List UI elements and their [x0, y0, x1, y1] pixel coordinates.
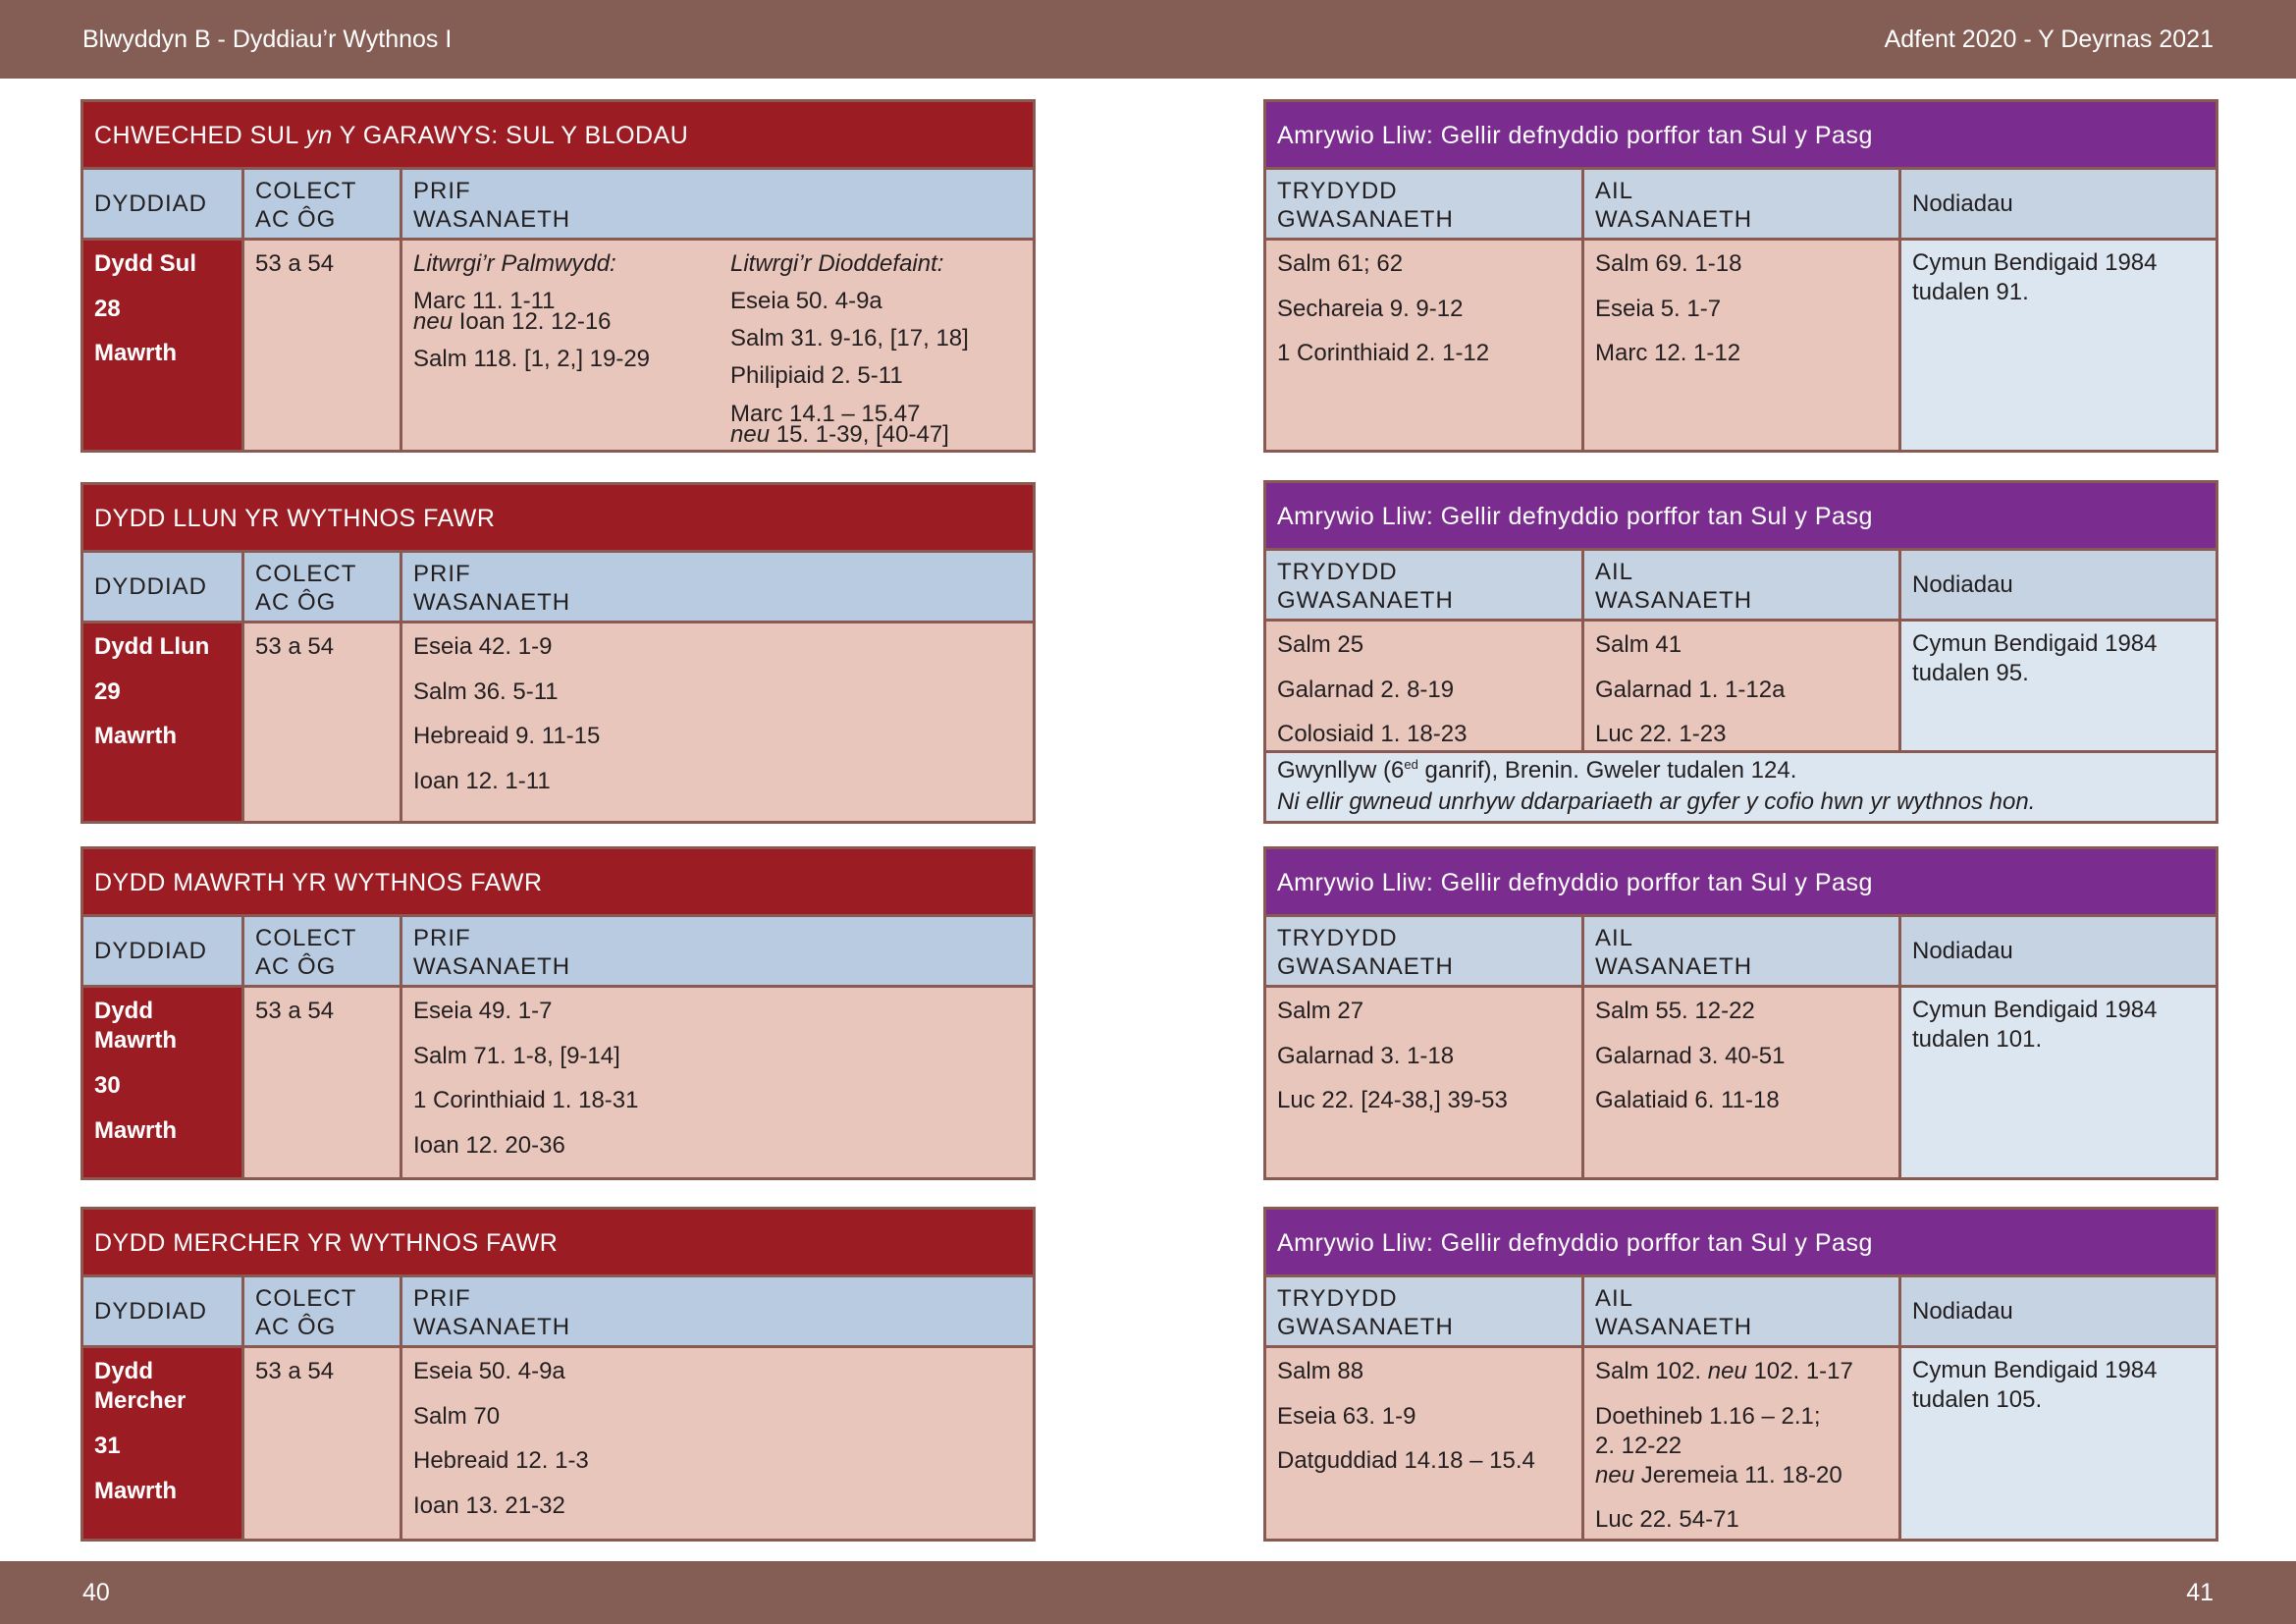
table-header: DYDDIAD COLECT AC ÔG PRIF WASANAETH: [83, 553, 1033, 623]
table-title: DYDD MAWRTH YR WYTHNOS FAWR: [83, 849, 1033, 917]
commemoration-note: Gwynllyw (6ed ganrif), Brenin. Gweler tu…: [1266, 750, 2216, 821]
page-number-left: 40: [82, 1579, 110, 1606]
col-dyddiad: DYDDIAD: [94, 190, 208, 217]
col-colect: COLECT AC ÔG: [255, 178, 357, 233]
table-title: Amrywio Lliw: Gellir defnyddio porffor t…: [1266, 483, 2216, 551]
table-header: TRYDYDD GWASANAETH AIL WASANAETH Nodiadau: [1266, 551, 2216, 622]
table-title: DYDD MERCHER YR WYTHNOS FAWR: [83, 1210, 1033, 1277]
page-number-right: 41: [2186, 1579, 2214, 1606]
table-title: Amrywio Lliw: Gellir defnyddio porffor t…: [1266, 849, 2216, 917]
header-right: Adfent 2020 - Y Deyrnas 2021: [1884, 26, 2214, 53]
evening-table-monday: Amrywio Lliw: Gellir defnyddio porffor t…: [1263, 480, 2218, 824]
evening-table-sunday: Amrywio Lliw: Gellir defnyddio porffor t…: [1263, 99, 2218, 453]
notes-cell: Cymun Bendigaid 1984 tudalen 105.: [1901, 1348, 2216, 1539]
table-title: DYDD LLUN YR WYTHNOS FAWR: [83, 485, 1033, 553]
notes-cell: Cymun Bendigaid 1984 tudalen 91.: [1901, 241, 2216, 450]
service-table-tuesday: DYDD MAWRTH YR WYTHNOS FAWR DYDDIAD COLE…: [80, 846, 1036, 1180]
notes-cell: Cymun Bendigaid 1984 tudalen 95.: [1901, 622, 2216, 750]
service-table-wednesday: DYDD MERCHER YR WYTHNOS FAWR DYDDIAD COL…: [80, 1207, 1036, 1542]
table-header: DYDDIAD COLECT AC ÔG PRIF WASANAETH: [83, 1277, 1033, 1348]
table-header: DYDDIAD COLECT AC ÔG PRIF WASANAETH: [83, 170, 1033, 241]
notes-cell: Cymun Bendigaid 1984 tudalen 101.: [1901, 988, 2216, 1177]
header-left: Blwyddyn B - Dyddiau’r Wythnos I: [82, 26, 453, 53]
table-header: TRYDYDD GWASANAETH AIL WASANAETH Nodiadau: [1266, 917, 2216, 988]
col-prif: PRIF WASANAETH: [413, 178, 571, 233]
evening-table-tuesday: Amrywio Lliw: Gellir defnyddio porffor t…: [1263, 846, 2218, 1180]
date-cell: Dydd Sul 28 Mawrth: [83, 241, 241, 450]
table-header: DYDDIAD COLECT AC ÔG PRIF WASANAETH: [83, 917, 1033, 988]
evening-table-wednesday: Amrywio Lliw: Gellir defnyddio porffor t…: [1263, 1207, 2218, 1542]
page-footer: 40 41: [0, 1561, 2296, 1624]
date-cell: Dydd Mawrth 30 Mawrth: [83, 988, 241, 1177]
date-cell: Dydd Llun 29 Mawrth: [83, 623, 241, 821]
date-cell: Dydd Mercher 31 Mawrth: [83, 1348, 241, 1539]
table-header: TRYDYDD GWASANAETH AIL WASANAETH Nodiadau: [1266, 170, 2216, 241]
service-table-sunday: CHWECHED SUL yn Y GARAWYS: SUL Y BLODAU …: [80, 99, 1036, 453]
table-header: TRYDYDD GWASANAETH AIL WASANAETH Nodiadau: [1266, 1277, 2216, 1348]
service-table-monday: DYDD LLUN YR WYTHNOS FAWR DYDDIAD COLECT…: [80, 482, 1036, 824]
page-header: Blwyddyn B - Dyddiau’r Wythnos I Adfent …: [0, 0, 2296, 79]
table-title: Amrywio Lliw: Gellir defnyddio porffor t…: [1266, 102, 2216, 170]
table-title: Amrywio Lliw: Gellir defnyddio porffor t…: [1266, 1210, 2216, 1277]
table-title: CHWECHED SUL yn Y GARAWYS: SUL Y BLODAU: [83, 102, 1033, 170]
